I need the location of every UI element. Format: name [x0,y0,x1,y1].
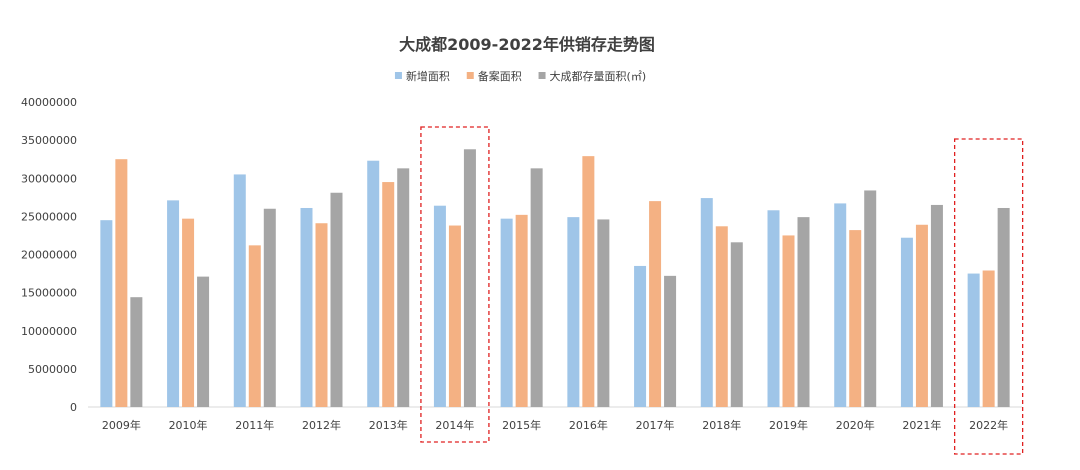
x-tick-label-11: 2020年 [836,418,875,432]
legend-label-2: 大成都存量面积(㎡) [550,69,647,83]
x-tick-label-9: 2018年 [702,418,741,432]
legend-swatch-0 [394,72,402,79]
bar-2013年-大成都存量面积(㎡) [397,168,410,407]
y-tick-label-4: 20000000 [21,249,77,262]
highlight-box-0 [420,126,490,443]
highlight-boxes [420,126,1024,455]
bar-2015年-新增面积 [500,218,513,407]
x-tick-label-4: 2013年 [369,418,408,432]
chart-title: 大成都2009-2022年供销存走势图 [399,35,655,54]
bar-2010年-备案面积 [182,218,195,407]
bar-2019年-大成都存量面积(㎡) [797,217,810,407]
x-tick-label-6: 2015年 [502,418,541,432]
x-tick-label-8: 2017年 [636,418,675,432]
bar-2009年-备案面积 [115,159,128,407]
bar-2011年-大成都存量面积(㎡) [263,208,276,407]
bar-2015年-备案面积 [515,214,528,407]
bar-2014年-备案面积 [448,225,461,407]
bar-2018年-新增面积 [700,198,713,407]
x-tick-label-2: 2011年 [235,418,274,432]
bar-2009年-新增面积 [100,220,113,407]
bar-2016年-备案面积 [582,156,595,407]
bar-2014年-新增面积 [433,205,446,407]
legend-label-1: 备案面积 [478,69,522,83]
legend-swatch-1 [466,72,474,79]
bar-2020年-新增面积 [834,203,847,407]
bar-2013年-备案面积 [382,182,395,407]
bar-2015年-大成都存量面积(㎡) [530,168,543,407]
bar-2013年-新增面积 [367,160,380,407]
bar-2021年-新增面积 [900,237,913,407]
bar-2017年-备案面积 [649,201,662,407]
bar-2021年-备案面积 [915,224,928,407]
bar-2018年-大成都存量面积(㎡) [730,242,743,407]
x-tick-label-10: 2019年 [769,418,808,432]
bar-2009年-大成都存量面积(㎡) [130,297,143,407]
legend-label-0: 新增面积 [406,69,450,83]
x-tick-label-13: 2022年 [969,418,1008,432]
y-tick-label-5: 25000000 [21,210,77,223]
legend-swatch-2 [538,72,546,79]
highlight-box-1 [953,138,1024,455]
bar-2017年-新增面积 [634,265,647,407]
bar-2022年-备案面积 [982,270,995,407]
bar-2020年-备案面积 [849,230,862,407]
bar-2019年-备案面积 [782,235,795,407]
bar-2012年-备案面积 [315,223,328,407]
legend: 新增面积 备案面积 大成都存量面积(㎡) [394,69,647,83]
y-tick-label-6: 30000000 [21,172,77,185]
x-tick-label-12: 2021年 [902,418,941,432]
bar-2011年-备案面积 [248,245,261,407]
bar-2021年-大成都存量面积(㎡) [930,204,943,407]
bar-2018年-备案面积 [715,226,728,407]
bar-2016年-大成都存量面积(㎡) [597,219,610,407]
bar-2022年-大成都存量面积(㎡) [997,207,1010,407]
bar-2014年-大成都存量面积(㎡) [463,149,476,407]
bar-2012年-新增面积 [300,207,313,407]
y-tick-label-0: 0 [70,401,77,414]
y-tick-label-1: 5000000 [28,363,77,376]
bars [100,149,1010,407]
x-axis-labels: 2009年 2010年 2011年 2012年 2013年 2014年 2015年 2016年… [102,418,1008,432]
bar-2022年-新增面积 [967,273,980,407]
bar-2020年-大成都存量面积(㎡) [864,190,877,407]
bar-2016年-新增面积 [567,217,580,407]
bar-2012年-大成都存量面积(㎡) [330,192,343,407]
bar-2011年-新增面积 [233,174,246,407]
bar-2010年-大成都存量面积(㎡) [197,276,210,407]
y-tick-label-8: 40000000 [21,96,77,109]
x-tick-label-1: 2010年 [169,418,208,432]
bar-2010年-新增面积 [167,200,180,407]
bar-2017年-大成都存量面积(㎡) [664,275,677,407]
y-tick-label-2: 10000000 [21,325,77,338]
x-tick-label-3: 2012年 [302,418,341,432]
y-tick-label-7: 35000000 [21,134,77,147]
x-tick-label-7: 2016年 [569,418,608,432]
x-tick-label-0: 2009年 [102,418,141,432]
x-tick-label-5: 2014年 [435,418,474,432]
y-tick-label-3: 15000000 [21,287,77,300]
bar-2019年-新增面积 [767,210,780,407]
